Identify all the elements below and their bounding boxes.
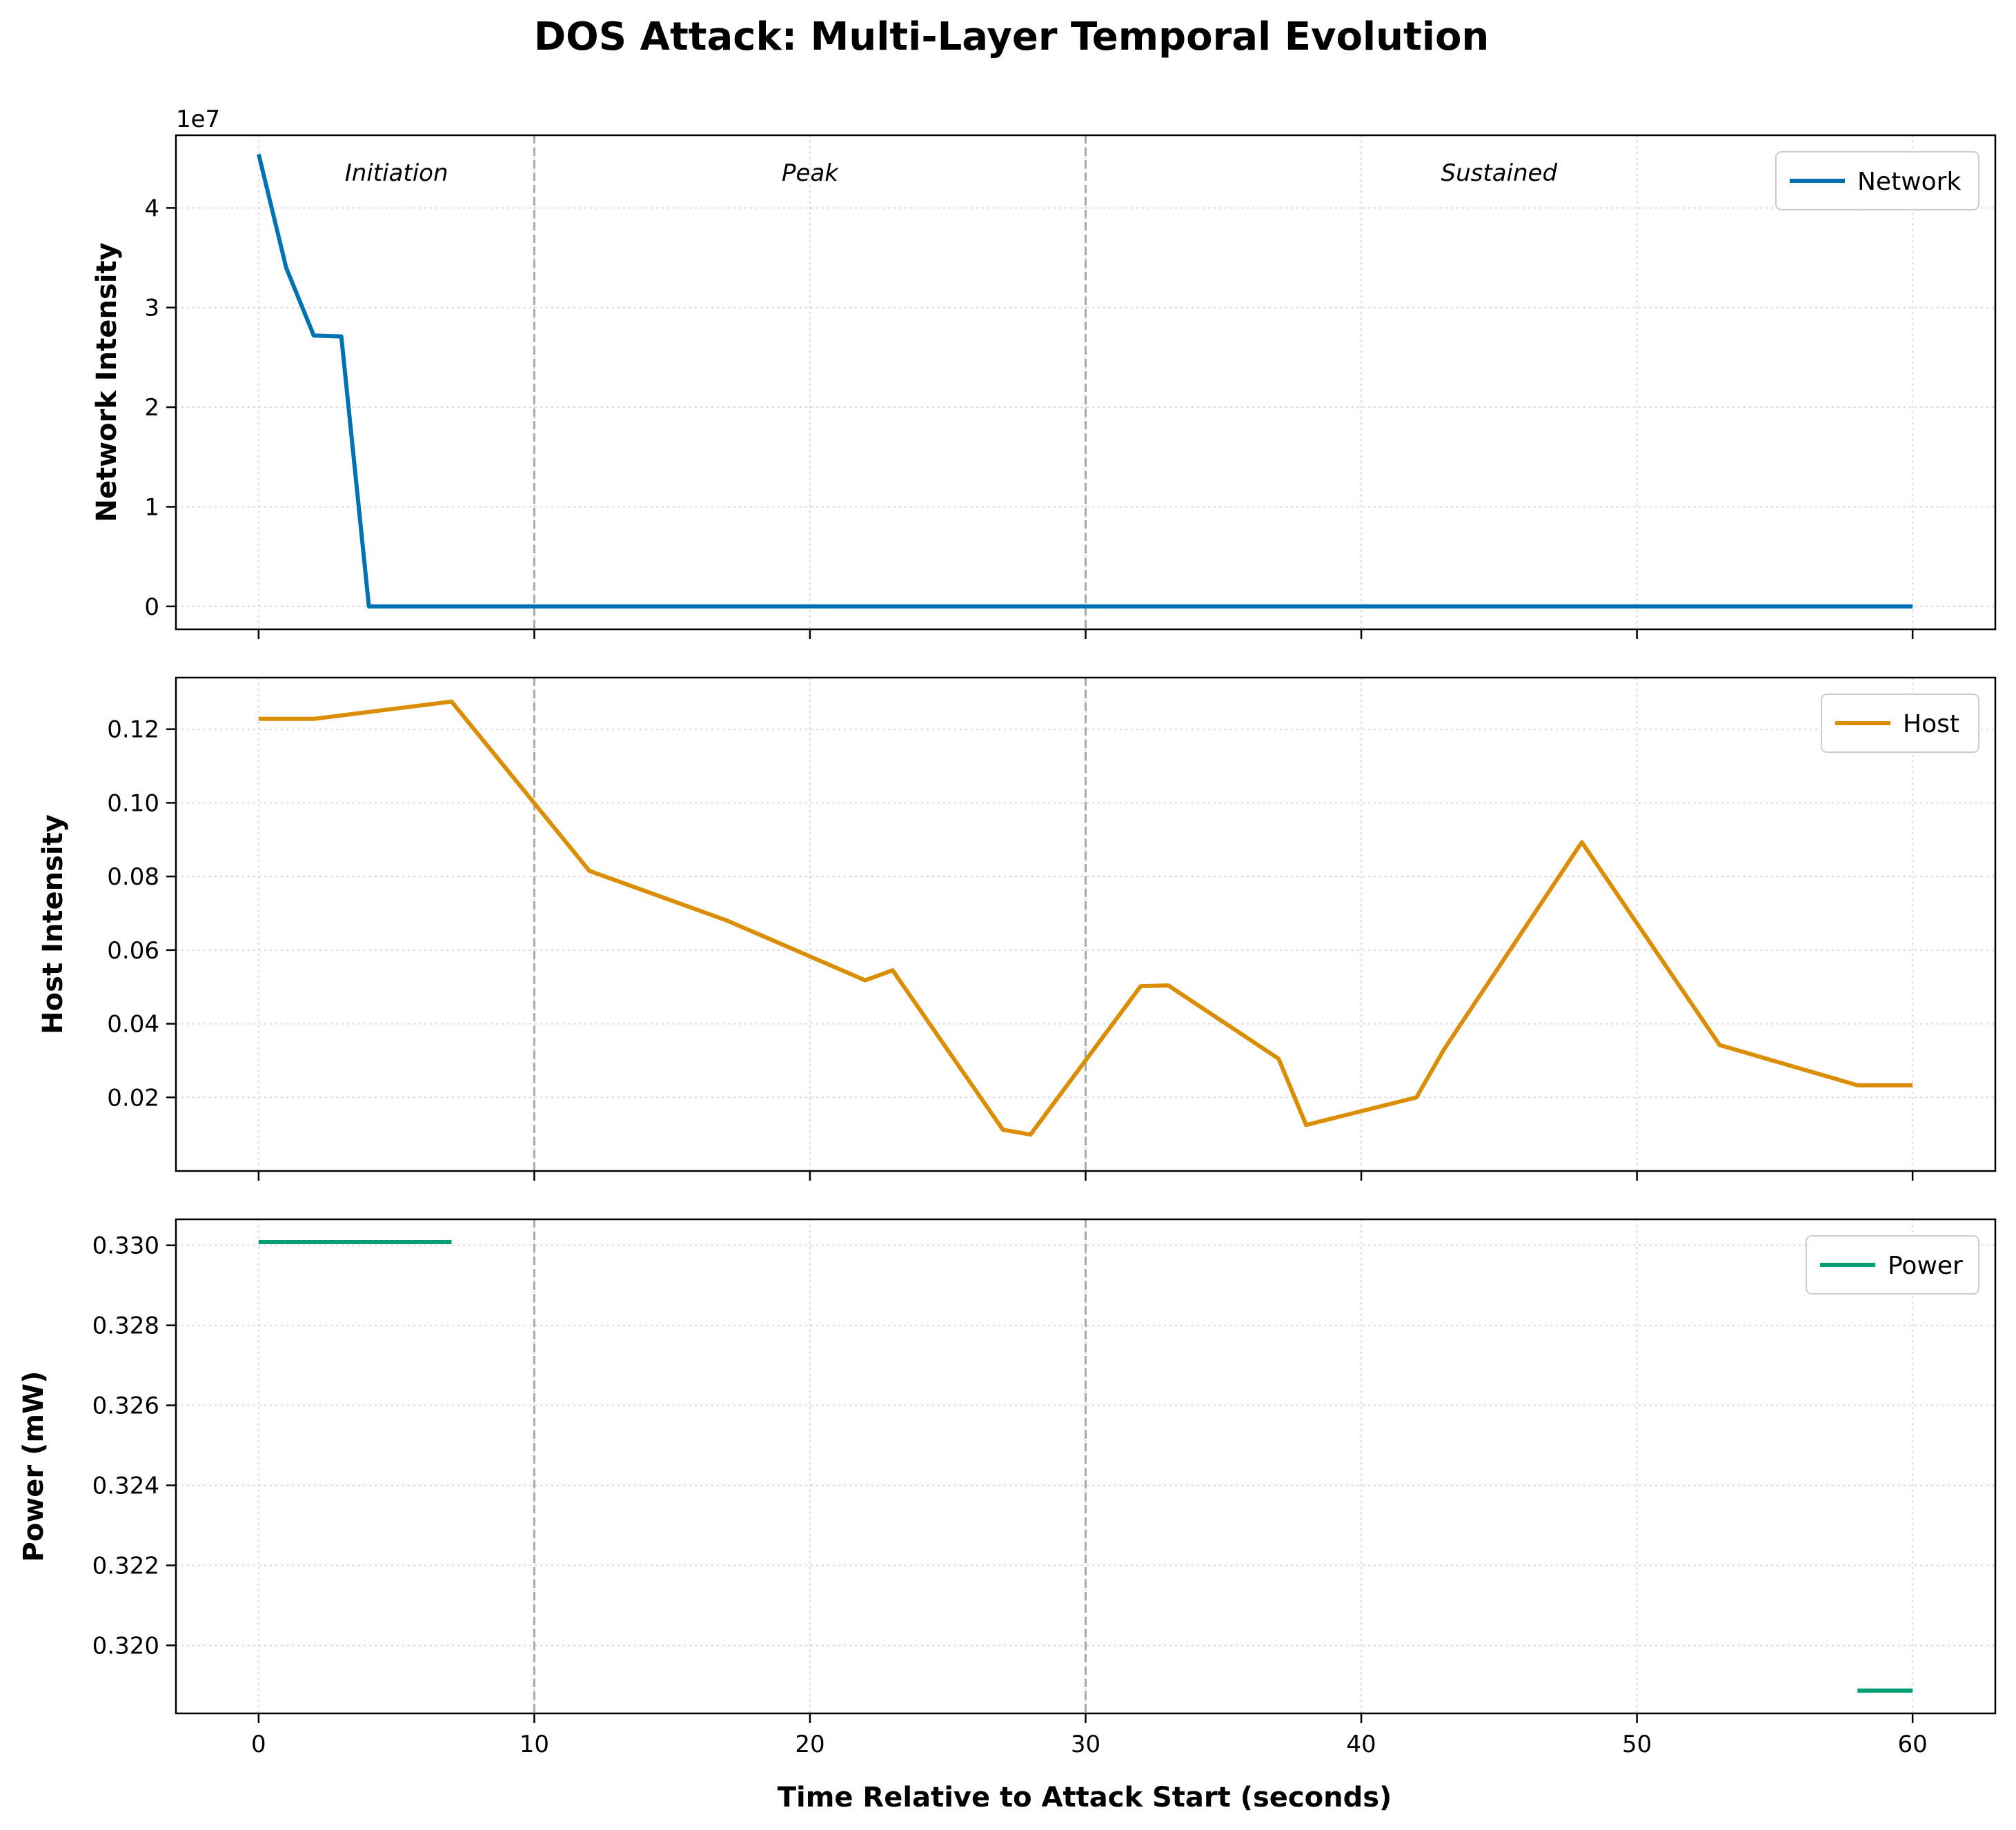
- legend-label: Network: [1857, 168, 1961, 196]
- x-tick-label: 20: [795, 1731, 824, 1758]
- series-line-host: [258, 699, 1913, 1137]
- y-tick-label: 0.12: [107, 716, 159, 744]
- x-tick-label: 0: [251, 1731, 266, 1758]
- phase-label: Peak: [782, 159, 839, 187]
- y-tick-label: 0.02: [107, 1084, 159, 1112]
- x-tick-label: 10: [520, 1731, 549, 1758]
- legend-box: [1821, 693, 1979, 753]
- phase-label: Initiation: [345, 159, 448, 187]
- panel-2: 0.02 0.04 0.06 0.08 0.10 0.12 Host Intensity Ho…: [37, 676, 1997, 1181]
- y-axis-label: Network Intensity: [91, 242, 123, 522]
- y-tick-label: 1: [144, 493, 159, 521]
- x-tick-label: 50: [1622, 1731, 1652, 1758]
- panel-3: 0 10 20 30 40 50 60 0.320 0.322 0.324 0.326 0.328 0.…: [18, 1218, 1997, 1758]
- y-tick-label: 0.324: [92, 1473, 159, 1500]
- y-axis-label: Power (mW): [18, 1371, 50, 1562]
- panel-1: 0 1 2 3 4 1e7 Network Intensity Initiation Peak S…: [91, 106, 1997, 639]
- legend-label: Power: [1888, 1252, 1963, 1280]
- y-tick-label: 0.328: [92, 1312, 159, 1340]
- legend-label: Host: [1903, 710, 1959, 738]
- y-tick-label: 4: [144, 195, 159, 222]
- x-axis-label: Time Relative to Attack Start (seconds): [778, 1782, 1392, 1813]
- chart-panels: 0 1 2 3 4 1e7 Network Intensity Initiation Peak S…: [18, 106, 1997, 1758]
- phase-label: Sustained: [1441, 159, 1558, 187]
- y-tick-label: 0.10: [107, 789, 159, 817]
- y-tick-label: 0.06: [107, 937, 159, 965]
- y-offset-label: 1e7: [176, 106, 220, 133]
- y-tick-label: 0.04: [107, 1011, 159, 1039]
- y-axis-label: Host Intensity: [37, 814, 69, 1034]
- legend-box: [1806, 1235, 1979, 1295]
- y-tick-label: 0.320: [92, 1632, 159, 1660]
- y-tick-label: 2: [144, 394, 159, 422]
- y-tick-label: 0.330: [92, 1232, 159, 1260]
- y-tick-label: 0: [144, 593, 159, 621]
- chart-title: DOS Attack: Multi-Layer Temporal Evoluti…: [534, 14, 1490, 59]
- x-tick-label: 30: [1071, 1731, 1100, 1758]
- y-tick-label: 3: [144, 295, 159, 322]
- x-tick-label: 40: [1346, 1731, 1376, 1758]
- y-tick-label: 0.326: [92, 1393, 159, 1420]
- x-tick-label: 60: [1898, 1731, 1928, 1758]
- series-line-network: [256, 153, 1913, 609]
- legend-box: [1775, 151, 1979, 210]
- y-tick-label: 0.322: [92, 1552, 159, 1580]
- y-tick-label: 0.08: [107, 863, 159, 891]
